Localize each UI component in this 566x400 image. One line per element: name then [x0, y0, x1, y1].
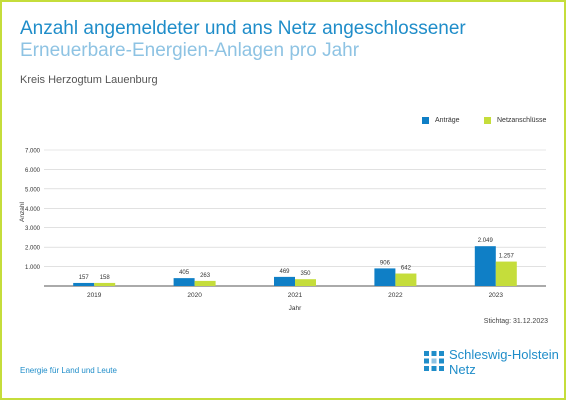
- bar-netzanschluesse: [194, 280, 216, 286]
- legend-swatch-netzanschluesse: [484, 116, 491, 124]
- logo-text-line1: Schleswig-Holstein: [449, 347, 559, 362]
- data-label: 158: [100, 275, 111, 281]
- bar-chart: 1.000 2.000 3.000 4.000 5.000 6.000 7.000 157 15…: [19, 149, 546, 312]
- y-tick-label: 3.000: [25, 226, 41, 232]
- x-axis-label: Jahr: [289, 305, 302, 312]
- data-label: 350: [300, 271, 311, 277]
- x-tick-label: 2021: [288, 292, 303, 299]
- x-tick-label: 2019: [87, 292, 102, 299]
- data-label: 405: [179, 270, 190, 276]
- bar-antraege: [173, 278, 195, 286]
- data-label: 1.257: [499, 254, 515, 260]
- data-label: 642: [401, 266, 412, 272]
- bar-netzanschluesse: [295, 279, 316, 286]
- bar-netzanschluesse: [495, 261, 517, 286]
- data-label: 157: [79, 275, 90, 281]
- chart-subtitle: Erneuerbare-Energien-Anlagen pro Jahr: [20, 40, 360, 61]
- y-tick-label: 7.000: [25, 149, 41, 155]
- legend-label-netzanschluesse: Netzanschlüsse: [497, 116, 547, 124]
- chart-title: Anzahl angemeldeter und ans Netz angesch…: [20, 18, 466, 39]
- region-label: Kreis Herzogtum Lauenburg: [20, 74, 158, 86]
- stichtag-date: Stichtag: 31.12.2023: [483, 318, 548, 325]
- bar-antraege: [474, 246, 496, 286]
- data-label: 2.049: [478, 238, 494, 244]
- data-label: 263: [200, 273, 211, 279]
- x-tick-label: 2020: [187, 292, 202, 299]
- x-tick-label: 2022: [388, 292, 403, 299]
- y-axis-label: Anzahl: [19, 202, 26, 222]
- logo-grid-icon: [424, 351, 444, 371]
- legend-item-antraege: Anträge: [422, 114, 460, 126]
- y-tick-label: 1.000: [25, 265, 41, 271]
- legend-item-netzanschluesse: Netzanschlüsse: [484, 114, 546, 126]
- y-tick-label: 4.000: [25, 207, 41, 213]
- footer-slogan: Energie für Land und Leute: [20, 366, 117, 375]
- data-label: 906: [380, 260, 391, 266]
- bar-antraege: [374, 268, 396, 286]
- logo-text-line2: Netz: [449, 362, 476, 377]
- y-tick-label: 5.000: [25, 187, 41, 193]
- bar-netzanschluesse: [94, 282, 116, 286]
- bar-netzanschluesse: [395, 273, 417, 286]
- y-tick-label: 2.000: [25, 246, 41, 252]
- bar-antraege: [274, 276, 295, 286]
- legend-swatch-antraege: [422, 116, 429, 124]
- bar-antraege: [73, 282, 95, 286]
- x-tick-label: 2023: [489, 292, 504, 299]
- legend-label-antraege: Anträge: [435, 116, 460, 124]
- y-tick-label: 6.000: [25, 168, 41, 174]
- data-label: 469: [279, 269, 290, 275]
- company-logo: Schleswig-Holstein Netz: [423, 346, 559, 386]
